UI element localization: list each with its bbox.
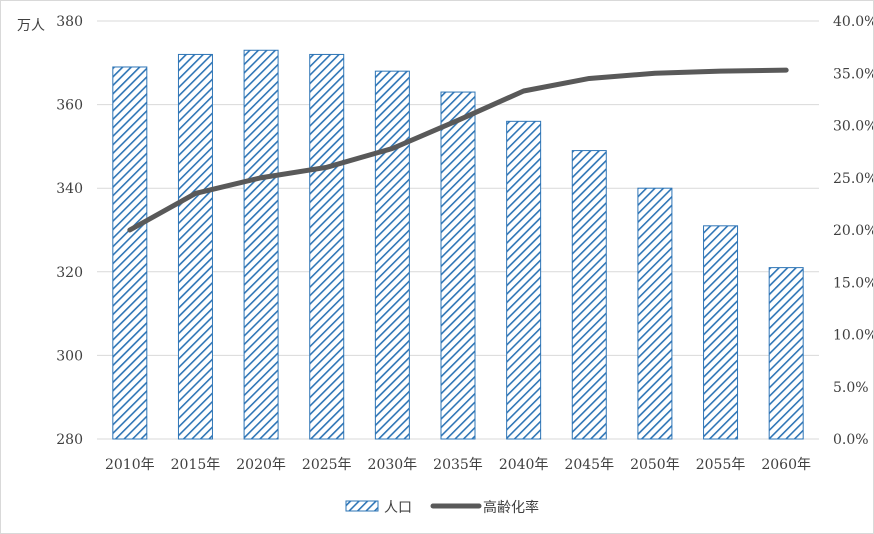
bar-population xyxy=(703,225,739,440)
x-tick-label: 2055年 xyxy=(696,457,746,473)
right-axis-ticks: 0.0% 5.0% 10.0% 15.0% 20.0% 25.0% 30.0% 35.0% 40… xyxy=(833,14,873,448)
left-tick-label: 280 xyxy=(56,432,83,448)
x-tick-label: 2015年 xyxy=(171,457,221,473)
left-tick-label: 300 xyxy=(56,348,83,364)
right-tick-label: 30.0% xyxy=(833,119,873,135)
bar-population xyxy=(309,53,345,440)
x-tick-label: 2020年 xyxy=(236,457,286,473)
left-tick-label: 360 xyxy=(56,98,83,114)
legend: 人口 高齢化率 xyxy=(345,499,539,516)
bar-population xyxy=(440,91,476,440)
right-tick-label: 40.0% xyxy=(833,14,873,30)
right-tick-label: 10.0% xyxy=(833,328,873,344)
bars xyxy=(112,49,804,440)
bar-population xyxy=(243,49,279,440)
legend-label-population: 人口 xyxy=(384,500,412,516)
left-tick-label: 320 xyxy=(56,265,83,281)
y-unit-label: 万人 xyxy=(17,18,45,34)
x-axis-ticks: 2010年 2015年 2020年 2025年 2030年 2035年 2040年 2045年… xyxy=(105,457,811,473)
legend-label-aging-rate: 高齢化率 xyxy=(483,499,539,516)
aging-rate-line xyxy=(127,67,789,233)
left-tick-label: 380 xyxy=(56,14,83,30)
right-tick-label: 0.0% xyxy=(833,432,869,448)
x-tick-label: 2010年 xyxy=(105,457,155,473)
right-tick-label: 5.0% xyxy=(833,380,869,396)
x-tick-label: 2030年 xyxy=(368,457,418,473)
x-tick-label: 2045年 xyxy=(564,457,614,473)
right-tick-label: 15.0% xyxy=(833,275,873,291)
x-tick-label: 2050年 xyxy=(630,457,680,473)
left-axis-ticks: 280 300 320 340 360 380 xyxy=(56,14,83,448)
right-tick-label: 35.0% xyxy=(833,66,873,82)
x-tick-label: 2035年 xyxy=(433,457,483,473)
x-tick-label: 2060年 xyxy=(761,457,811,473)
legend-swatch-population xyxy=(345,500,379,512)
right-tick-label: 20.0% xyxy=(833,223,873,239)
bar-population xyxy=(637,187,673,440)
bar-population xyxy=(571,150,607,440)
bar-population xyxy=(112,66,148,440)
bar-population xyxy=(506,120,542,440)
bar-population xyxy=(374,70,410,440)
x-tick-label: 2025年 xyxy=(302,457,352,473)
bar-population xyxy=(768,267,804,440)
right-tick-label: 25.0% xyxy=(833,171,873,187)
bar-population xyxy=(177,53,213,440)
x-tick-label: 2040年 xyxy=(499,457,549,473)
left-tick-label: 340 xyxy=(56,181,83,197)
